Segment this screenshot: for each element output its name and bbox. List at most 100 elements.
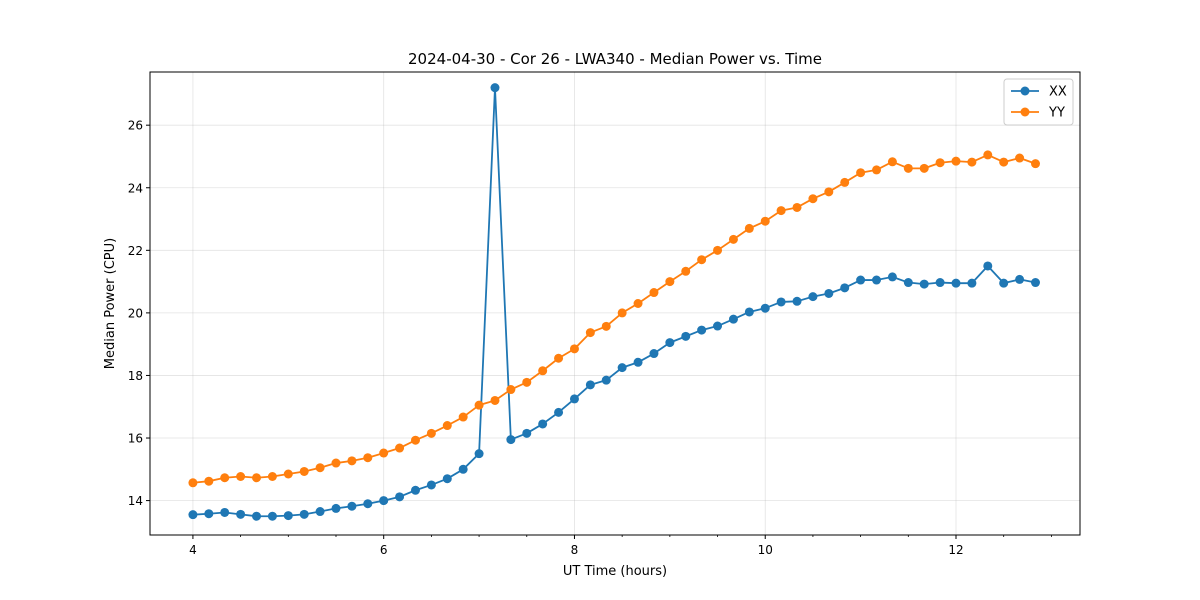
legend-label-yy: YY bbox=[1048, 106, 1065, 121]
y-tick-label: 14 bbox=[128, 494, 143, 508]
data-point-xx bbox=[474, 449, 484, 459]
data-point-xx bbox=[872, 275, 882, 285]
x-axis-label: UT Time (hours) bbox=[563, 564, 667, 579]
y-tick-label: 16 bbox=[128, 432, 143, 446]
data-point-yy bbox=[347, 456, 357, 466]
data-point-yy bbox=[713, 245, 723, 255]
data-point-yy bbox=[887, 157, 897, 167]
x-tick-label: 4 bbox=[189, 543, 197, 557]
data-point-xx bbox=[808, 292, 818, 302]
data-point-yy bbox=[1030, 159, 1040, 169]
data-point-xx bbox=[919, 279, 929, 289]
data-point-yy bbox=[236, 472, 246, 481]
data-point-xx bbox=[713, 321, 723, 331]
data-point-xx bbox=[760, 303, 770, 313]
data-point-xx bbox=[283, 511, 293, 521]
x-tick-label: 12 bbox=[948, 543, 963, 557]
data-point-xx bbox=[506, 435, 516, 445]
legend-marker-xx bbox=[1020, 86, 1030, 96]
data-point-xx bbox=[887, 272, 897, 282]
data-point-xx bbox=[601, 375, 611, 385]
data-point-xx bbox=[617, 363, 627, 373]
data-point-yy bbox=[522, 377, 532, 387]
data-point-yy bbox=[856, 168, 866, 178]
data-point-xx bbox=[188, 510, 198, 520]
data-point-yy bbox=[633, 299, 643, 308]
data-point-yy bbox=[220, 473, 230, 483]
data-point-xx bbox=[824, 288, 834, 298]
data-point-xx bbox=[840, 283, 850, 293]
data-point-yy bbox=[331, 458, 341, 468]
data-point-yy bbox=[474, 400, 484, 410]
data-point-xx bbox=[903, 278, 913, 288]
y-tick-label: 22 bbox=[128, 244, 143, 258]
data-point-yy bbox=[538, 366, 548, 376]
data-point-xx bbox=[569, 394, 579, 404]
data-point-xx bbox=[1015, 274, 1025, 284]
chart-title: 2024-04-30 - Cor 26 - LWA340 - Median Po… bbox=[408, 50, 822, 68]
data-point-xx bbox=[744, 307, 754, 317]
data-point-yy bbox=[569, 344, 579, 354]
y-axis-label: Median Power (CPU) bbox=[103, 238, 118, 369]
data-point-yy bbox=[681, 266, 691, 276]
data-point-xx bbox=[665, 338, 675, 348]
data-point-yy bbox=[426, 428, 436, 438]
data-point-yy bbox=[410, 435, 420, 445]
data-point-yy bbox=[458, 412, 468, 422]
legend-marker-yy bbox=[1020, 107, 1030, 117]
x-tick-label: 8 bbox=[571, 543, 579, 557]
data-point-yy bbox=[1015, 153, 1025, 163]
data-point-xx bbox=[681, 331, 691, 341]
data-point-yy bbox=[935, 158, 945, 168]
data-point-yy bbox=[506, 385, 516, 395]
data-point-xx bbox=[649, 349, 659, 359]
data-point-yy bbox=[442, 421, 452, 431]
y-tick-label: 26 bbox=[128, 119, 143, 133]
data-point-xx bbox=[999, 278, 1009, 288]
data-point-xx bbox=[1030, 278, 1040, 288]
data-point-yy bbox=[967, 157, 977, 167]
data-point-yy bbox=[697, 255, 707, 265]
data-point-xx bbox=[792, 296, 802, 306]
data-point-yy bbox=[744, 223, 754, 233]
data-point-yy bbox=[315, 463, 325, 473]
data-point-yy bbox=[299, 466, 309, 476]
y-tick-label: 18 bbox=[128, 369, 143, 383]
data-point-xx bbox=[522, 428, 532, 438]
data-point-yy bbox=[283, 469, 293, 479]
legend-label-xx: XX bbox=[1049, 85, 1067, 100]
x-tick-label: 6 bbox=[380, 543, 388, 557]
data-point-xx bbox=[697, 325, 707, 335]
data-point-xx bbox=[490, 83, 500, 93]
data-point-xx bbox=[458, 464, 468, 474]
y-tick-label: 24 bbox=[128, 181, 143, 195]
data-point-yy bbox=[665, 277, 675, 287]
data-point-yy bbox=[760, 216, 770, 226]
data-point-xx bbox=[267, 511, 277, 521]
data-point-yy bbox=[983, 150, 993, 160]
plot-frame bbox=[149, 71, 1081, 536]
data-point-yy bbox=[601, 321, 611, 331]
y-tick-label: 20 bbox=[128, 306, 143, 320]
data-point-xx bbox=[299, 509, 309, 519]
data-point-yy bbox=[840, 177, 850, 187]
data-point-xx bbox=[967, 278, 977, 288]
data-point-xx bbox=[856, 275, 866, 285]
data-point-xx bbox=[363, 499, 373, 509]
data-point-xx bbox=[426, 480, 436, 490]
data-point-xx bbox=[983, 261, 993, 271]
data-point-xx bbox=[220, 507, 230, 517]
data-point-xx bbox=[633, 357, 643, 367]
data-point-yy bbox=[872, 165, 882, 175]
data-point-xx bbox=[379, 496, 389, 506]
data-point-xx bbox=[252, 511, 262, 521]
data-point-xx bbox=[395, 492, 405, 502]
data-point-yy bbox=[188, 478, 198, 488]
data-point-yy bbox=[999, 157, 1009, 167]
data-point-xx bbox=[728, 314, 738, 324]
data-point-yy bbox=[363, 453, 373, 463]
data-point-xx bbox=[410, 485, 420, 495]
plot-series bbox=[188, 83, 1040, 521]
